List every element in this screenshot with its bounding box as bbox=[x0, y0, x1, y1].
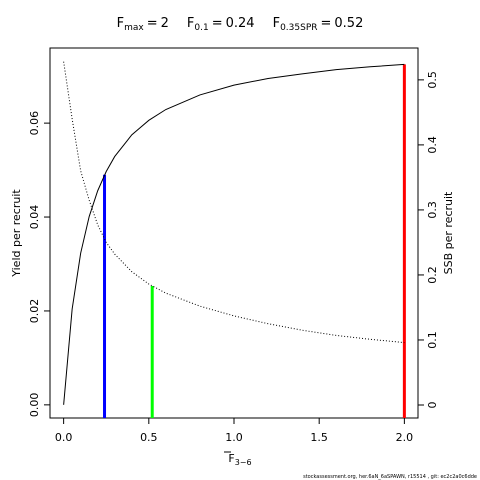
title-value: 0.52 bbox=[334, 16, 363, 31]
title-symbol: F bbox=[273, 16, 280, 31]
x-tick-label: 0.0 bbox=[55, 431, 73, 444]
title-value: 0.24 bbox=[226, 16, 255, 31]
title-relation: = bbox=[147, 16, 158, 31]
y2-tick-label: 0.5 bbox=[426, 71, 439, 89]
x-label-symbol: F bbox=[228, 452, 234, 465]
x-axis-label: F3−6 bbox=[228, 452, 251, 467]
title-relation: = bbox=[212, 16, 223, 31]
x-tick-label: 0.5 bbox=[140, 431, 158, 444]
y2-axis-label: SSB per recruit bbox=[442, 191, 455, 274]
curve bbox=[63, 61, 405, 344]
y-tick-label: 0.02 bbox=[28, 299, 41, 324]
y2-tick-label: 0 bbox=[426, 401, 439, 408]
title-relation: = bbox=[321, 16, 332, 31]
chart-title: Fmax = 2 F0.1 = 0.24 F0.35SPR = 0.52 bbox=[117, 16, 364, 33]
y-tick-label: 0.00 bbox=[28, 393, 41, 418]
title-subscript: 0.1 bbox=[194, 23, 208, 33]
x-tick-label: 2.0 bbox=[396, 431, 414, 444]
y-axis-label: Yield per recruit bbox=[10, 189, 23, 278]
title-subscript: 0.35SPR bbox=[280, 23, 317, 33]
y2-tick-label: 0.4 bbox=[426, 136, 439, 154]
x-tick-label: 1.5 bbox=[310, 431, 328, 444]
curve bbox=[63, 63, 405, 405]
title-subscript: max bbox=[124, 23, 144, 33]
y2-tick-label: 0.2 bbox=[426, 266, 439, 284]
footer: stockassessment.org, her.6aN_6aSPAWN, r1… bbox=[303, 474, 477, 480]
title-symbol: F bbox=[187, 16, 194, 31]
y2-tick-label: 0.3 bbox=[426, 201, 439, 219]
x-label-subscript: 3−6 bbox=[235, 458, 252, 467]
x-tick-label: 1.0 bbox=[225, 431, 243, 444]
title-value: 2 bbox=[161, 16, 169, 31]
title-symbol: F bbox=[117, 16, 124, 31]
y2-tick-label: 0.1 bbox=[426, 331, 439, 349]
y-tick-label: 0.04 bbox=[28, 205, 41, 230]
y-tick-label: 0.06 bbox=[28, 111, 41, 136]
